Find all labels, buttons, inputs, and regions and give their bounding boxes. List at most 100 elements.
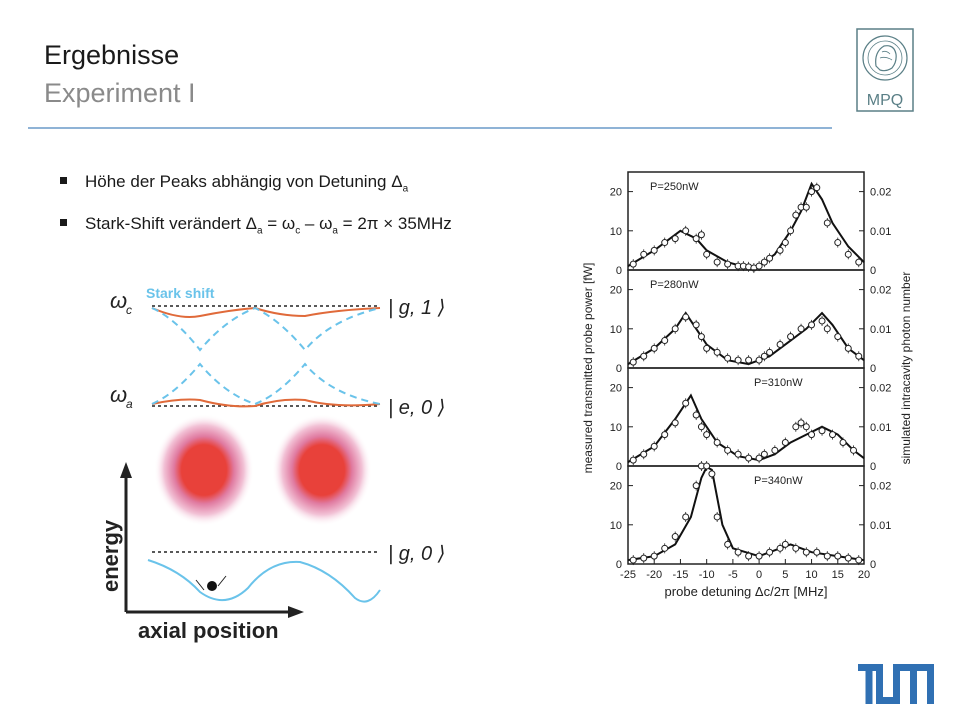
- data-point: [760, 352, 768, 360]
- data-point: [844, 344, 852, 352]
- omega-a-label: ω: [110, 382, 127, 407]
- data-point: [650, 246, 658, 254]
- energy-diagram: ω c Stark shift ω a | g, 1 ⟩ | e, 0 ⟩ | …: [100, 285, 445, 643]
- bullet-text: Stark-Shift verändert Δ: [85, 214, 257, 233]
- e0-stark-curve: [151, 398, 381, 408]
- data-point: [734, 548, 742, 556]
- data-point: [818, 317, 826, 325]
- x-tick-label: -10: [699, 569, 715, 581]
- y-tick-label: 10: [610, 520, 622, 532]
- data-point: [823, 219, 831, 227]
- data-point: [692, 321, 700, 329]
- y2-tick-label: 0.02: [870, 187, 891, 199]
- data-point: [834, 333, 842, 341]
- y-tick-label: 0: [616, 461, 622, 473]
- bullet-text: = ω: [262, 214, 296, 233]
- data-point: [776, 544, 784, 552]
- bullet-subscript: a: [402, 183, 409, 195]
- y-tick-label: 20: [610, 383, 622, 395]
- y2-tick-label: 0.01: [870, 226, 891, 238]
- y-tick-label: 0: [616, 363, 622, 375]
- y-tick-label: 20: [610, 285, 622, 297]
- y2-tick-label: 0: [870, 363, 876, 375]
- data-point: [640, 352, 648, 360]
- data-point: [760, 258, 768, 266]
- data-point: [792, 544, 800, 552]
- data-point: [850, 446, 858, 454]
- data-point: [813, 184, 821, 192]
- model-curve: [627, 393, 865, 463]
- data-point: [661, 337, 669, 345]
- data-point: [734, 450, 742, 458]
- bullet-subscript: c: [295, 225, 301, 237]
- ket-g0-label: | g, 0 ⟩: [388, 543, 445, 565]
- y2-tick-label: 0: [870, 265, 876, 277]
- panel-power-label: P=280nW: [650, 279, 699, 291]
- data-point: [671, 533, 679, 541]
- chart-panel-frame: [627, 367, 865, 467]
- data-point: [650, 442, 658, 450]
- slide-title: Ergebnisse: [44, 40, 180, 70]
- x-tick-label: -25: [620, 569, 636, 581]
- y-tick-label: 20: [610, 481, 622, 493]
- data-point: [682, 399, 690, 407]
- data-point: [823, 552, 831, 560]
- y-tick-label: 20: [610, 187, 622, 199]
- y-tick-label: 0: [616, 559, 622, 571]
- bullet-text: = 2π × 35MHz: [337, 214, 452, 233]
- data-point: [682, 313, 690, 321]
- data-point: [661, 431, 669, 439]
- data-point: [855, 258, 863, 266]
- data-point: [855, 556, 863, 564]
- y-tick-label: 10: [610, 226, 622, 238]
- bullet-text: Höhe der Peaks abhängig von Detuning Δ: [85, 172, 403, 191]
- g1-stark-curve: [151, 306, 381, 318]
- data-point: [703, 344, 711, 352]
- data-point: [781, 239, 789, 247]
- y2-tick-label: 0: [870, 559, 876, 571]
- data-point: [629, 456, 637, 464]
- data-point: [813, 548, 821, 556]
- data-point: [713, 513, 721, 521]
- data-point: [708, 470, 716, 478]
- omega-c-subscript: c: [126, 303, 132, 317]
- data-point: [629, 556, 637, 564]
- data-point: [855, 352, 863, 360]
- bullet-marker-icon: [60, 177, 67, 184]
- data-point: [692, 235, 700, 243]
- y-tick-label: 10: [610, 422, 622, 434]
- data-point: [703, 431, 711, 439]
- mpq-logo-icon: MPQ: [856, 28, 914, 112]
- data-point: [766, 548, 774, 556]
- data-point: [834, 239, 842, 247]
- data-point: [724, 446, 732, 454]
- data-point: [818, 427, 826, 435]
- data-point: [724, 540, 732, 548]
- data-point: [640, 250, 648, 258]
- x-tick-label: 15: [832, 569, 844, 581]
- y-axis-label: measured transmitted probe power [fW]: [581, 263, 595, 474]
- data-point: [640, 554, 648, 562]
- data-point: [787, 227, 795, 235]
- data-point: [697, 231, 705, 239]
- data-point: [776, 246, 784, 254]
- data-point: [802, 548, 810, 556]
- y2-axis-label: simulated intracavity photon number: [899, 272, 913, 465]
- x-tick-label: -15: [672, 569, 688, 581]
- data-point: [692, 411, 700, 419]
- bullet-subscript: a: [332, 225, 338, 237]
- data-point: [755, 552, 763, 560]
- slide-subtitle: Experiment I: [44, 78, 196, 108]
- data-point: [834, 552, 842, 560]
- data-point: [713, 438, 721, 446]
- g1-potential-curve: [151, 306, 381, 352]
- data-point: [792, 211, 800, 219]
- data-point: [745, 356, 753, 364]
- data-point: [781, 540, 789, 548]
- data-point: [766, 254, 774, 262]
- panel-power-label: P=310nW: [754, 377, 803, 389]
- data-point: [703, 250, 711, 258]
- bullet-item: Stark-Shift verändert Δa = ωc – ωa = 2π …: [60, 214, 452, 236]
- data-point: [661, 239, 669, 247]
- data-point: [713, 348, 721, 356]
